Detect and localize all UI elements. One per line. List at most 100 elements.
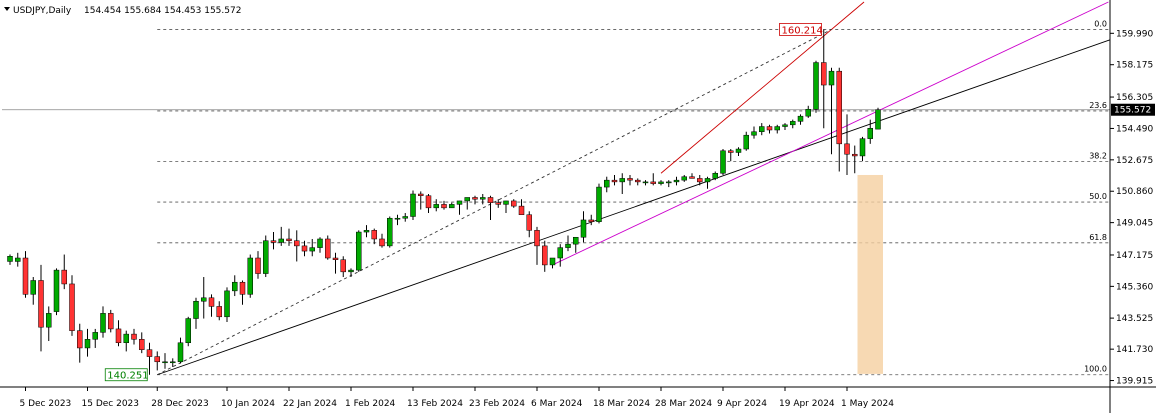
- x-tick-label: 15 Dec 2023: [82, 399, 140, 409]
- candle-body: [278, 238, 284, 243]
- candle-body: [38, 280, 44, 328]
- candle: [123, 330, 129, 352]
- candle: [309, 238, 315, 257]
- candle-body: [821, 62, 827, 86]
- candle: [557, 244, 563, 267]
- candle-body: [828, 70, 835, 86]
- x-tick-label: 18 Mar 2024: [593, 399, 650, 409]
- candle: [759, 123, 765, 136]
- candle-body: [487, 197, 494, 203]
- candle-body: [162, 361, 168, 364]
- candle-body: [790, 121, 796, 126]
- fib-level-label: 50.0: [1089, 192, 1107, 201]
- candle: [503, 200, 509, 214]
- candle: [185, 316, 191, 347]
- y-tick-label: 141.730: [1116, 345, 1153, 355]
- candle-body: [642, 181, 649, 184]
- y-tick-label: 150.860: [1116, 187, 1153, 197]
- candle: [611, 174, 618, 186]
- candle: [588, 214, 594, 226]
- candle: [542, 240, 548, 272]
- x-tick-label: 23 Feb 2024: [469, 399, 525, 409]
- candle-body: [611, 179, 618, 183]
- candle-body: [867, 128, 873, 139]
- candle-body: [418, 193, 424, 196]
- candle: [115, 320, 122, 347]
- candle: [100, 306, 106, 338]
- candle-body: [604, 179, 610, 188]
- highlight-zone-layer: [857, 174, 883, 374]
- candle: [836, 67, 842, 172]
- candle: [828, 67, 835, 155]
- candle: [84, 328, 91, 357]
- candle-body: [588, 219, 594, 222]
- candle-body: [270, 240, 277, 243]
- candle-body: [456, 200, 463, 205]
- candle-body: [759, 126, 765, 132]
- current-price-box: [1111, 103, 1155, 116]
- candle-body: [232, 281, 238, 292]
- candle-body: [766, 126, 773, 131]
- candle-body: [131, 333, 137, 340]
- x-tick-label: 22 Jan 2024: [283, 399, 337, 409]
- candle: [193, 297, 199, 329]
- candle-body: [115, 328, 122, 344]
- dropdown-arrow-icon[interactable]: [4, 7, 10, 11]
- chart-header: USDJPY,Daily 154.454 155.684 154.453 155…: [4, 6, 241, 16]
- candle-body: [201, 297, 207, 302]
- candle-body: [394, 217, 401, 220]
- candle-body: [666, 181, 672, 184]
- x-tick-label: 19 Apr 2024: [779, 399, 835, 409]
- candle-body: [580, 219, 587, 238]
- x-tick-label: 5 Dec 2023: [20, 399, 72, 409]
- candle: [22, 251, 29, 298]
- candle: [666, 180, 672, 188]
- candle: [480, 194, 486, 205]
- candle-body: [425, 195, 432, 209]
- candle: [425, 194, 432, 214]
- candle: [875, 107, 881, 130]
- candle-body: [224, 290, 230, 318]
- candle-body: [805, 108, 811, 117]
- trendline-magenta: [552, 1, 1109, 266]
- candle: [681, 174, 687, 182]
- candle: [635, 178, 641, 186]
- candle-body: [69, 283, 75, 331]
- candle: [317, 237, 323, 253]
- candles-layer: [7, 29, 881, 375]
- candle-body: [30, 280, 36, 295]
- candle: [108, 309, 114, 333]
- candle-body: [108, 313, 114, 330]
- candle-body: [100, 313, 106, 333]
- fib-levels-layer: 0.0 23.6 38.2 50.0 61.8 100.0: [2, 19, 1110, 376]
- y-tick-label: 147.175: [1116, 251, 1153, 261]
- candle: [278, 226, 284, 246]
- fib-level-label: 61.8: [1089, 233, 1107, 242]
- candle-body: [480, 197, 486, 200]
- candle-body: [565, 243, 571, 248]
- candle-body: [441, 204, 447, 209]
- candle-body: [309, 247, 315, 252]
- candle: [766, 124, 773, 134]
- candle-body: [464, 197, 470, 202]
- candle: [456, 200, 463, 215]
- candle-body: [673, 179, 680, 183]
- candle-body: [782, 124, 788, 127]
- candle-body: [154, 356, 160, 363]
- candle: [247, 254, 253, 298]
- candle-body: [797, 115, 804, 122]
- candle: [697, 174, 703, 186]
- candle: [511, 199, 517, 208]
- candle: [487, 195, 494, 220]
- candle: [255, 251, 261, 279]
- y-tick-label: 156.305: [1116, 93, 1153, 103]
- candle: [363, 225, 370, 238]
- x-tick-label: 9 Apr 2024: [717, 399, 767, 409]
- candle-body: [123, 333, 129, 344]
- candle-body: [844, 143, 850, 155]
- candle: [139, 332, 145, 354]
- candle: [712, 171, 718, 181]
- candle-body: [301, 245, 308, 252]
